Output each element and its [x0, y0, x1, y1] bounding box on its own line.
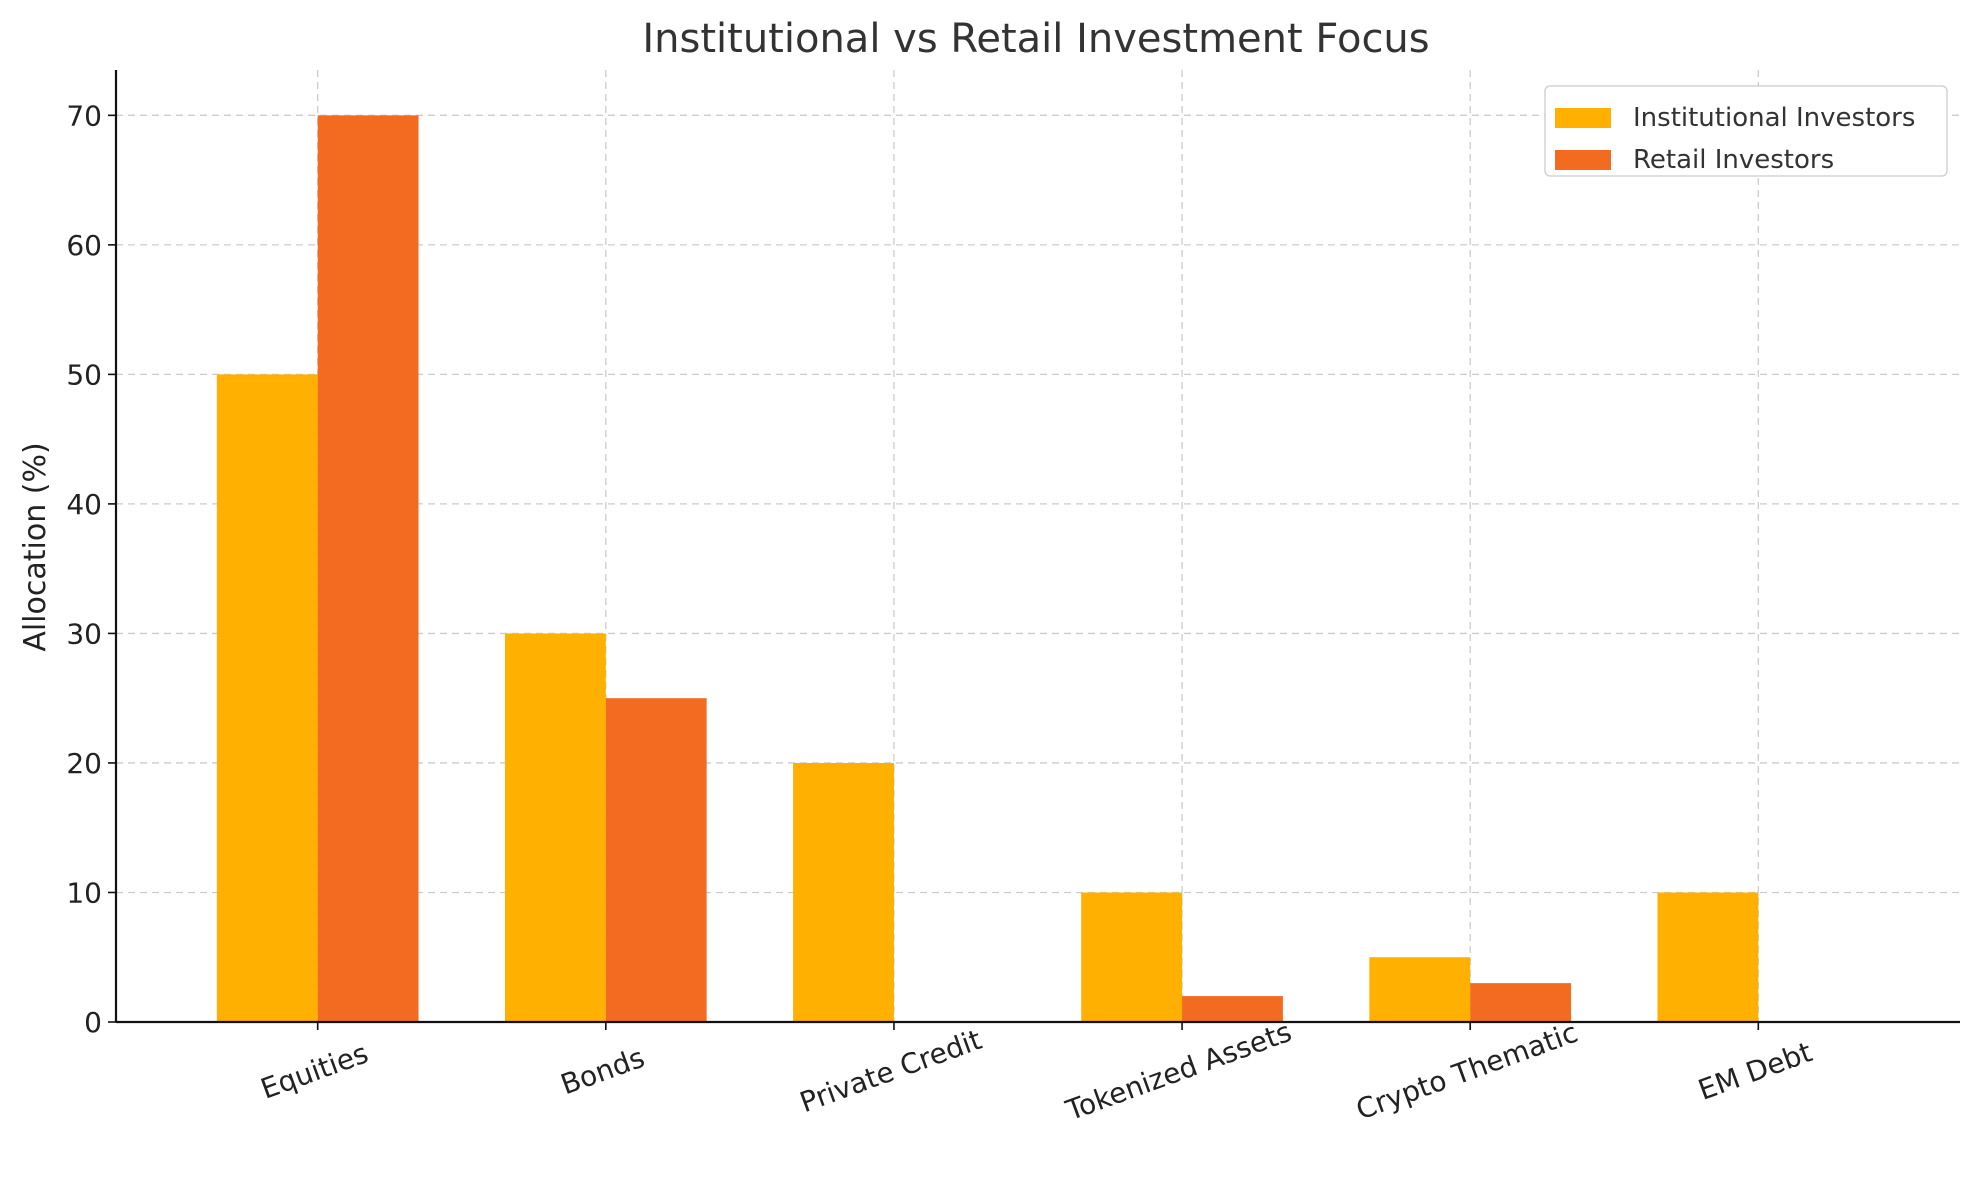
- legend-box: [1544, 85, 1948, 177]
- bar-retail-equities: [317, 115, 419, 1023]
- x-tick-label: Bonds: [556, 1041, 649, 1102]
- y-tick-label: 0: [84, 1006, 102, 1039]
- bar-institutional-private-credit: [793, 762, 894, 1022]
- y-tick-label: 40: [66, 488, 102, 521]
- bar-institutional-em-debt: [1657, 892, 1759, 1022]
- y-tick-label: 20: [66, 747, 102, 780]
- y-axis-label: Allocation (%): [18, 442, 53, 651]
- x-tick-label: Equities: [256, 1036, 372, 1105]
- legend-label: Institutional Investors: [1633, 103, 1915, 133]
- bar-institutional-equities: [216, 374, 318, 1022]
- y-tick-label: 60: [66, 229, 102, 262]
- y-tick-label: 70: [66, 99, 102, 132]
- legend-swatch: [1555, 150, 1611, 170]
- bar-institutional-bonds: [504, 633, 606, 1022]
- legend-swatch: [1555, 108, 1611, 128]
- y-tick-label: 30: [66, 617, 102, 650]
- bar-institutional-tokenized-assets: [1081, 892, 1183, 1022]
- x-tick-label: Tokenized Assets: [1061, 1015, 1296, 1127]
- y-tick-label: 10: [66, 876, 102, 909]
- x-tick-label: Crypto Thematic: [1352, 1016, 1582, 1127]
- bars: [216, 115, 1759, 1023]
- chart-title: Institutional vs Retail Investment Focus: [642, 16, 1429, 62]
- bar-retail-crypto-thematic: [1470, 983, 1572, 1022]
- x-tick-label: EM Debt: [1694, 1035, 1816, 1106]
- y-tick-label: 50: [66, 358, 102, 391]
- bar-retail-bonds: [605, 698, 707, 1022]
- bar-retail-tokenized-assets: [1182, 996, 1283, 1022]
- legend-label: Retail Investors: [1633, 145, 1834, 175]
- bar-institutional-crypto-thematic: [1369, 957, 1471, 1022]
- x-tick-label: Private Credit: [795, 1023, 986, 1119]
- legend: Institutional Investors Retail Investors: [1544, 85, 1948, 177]
